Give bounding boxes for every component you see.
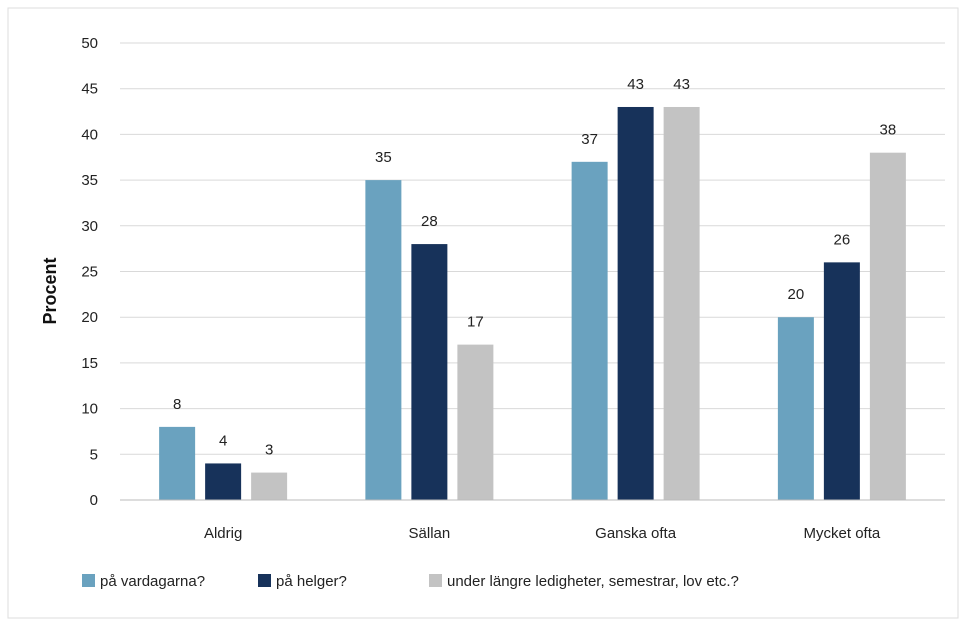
y-tick-label: 5 xyxy=(90,446,98,463)
category-label: Sällan xyxy=(409,525,451,542)
legend-swatch xyxy=(258,574,271,587)
data-label: 26 xyxy=(834,231,851,248)
y-axis-title: Procent xyxy=(40,257,60,324)
category-label: Mycket ofta xyxy=(804,525,881,542)
bar xyxy=(777,317,814,500)
chart-border xyxy=(7,7,959,619)
legend-label: på helger? xyxy=(276,573,347,590)
data-label: 43 xyxy=(627,76,644,93)
data-label: 35 xyxy=(375,149,392,166)
y-tick-label: 25 xyxy=(81,264,98,281)
bar xyxy=(251,472,288,500)
bar xyxy=(617,106,654,500)
bar xyxy=(663,106,700,500)
data-label: 28 xyxy=(421,213,438,230)
bars xyxy=(159,106,906,500)
y-tick-label: 15 xyxy=(81,355,98,372)
data-label: 20 xyxy=(788,286,805,303)
bar xyxy=(823,262,860,500)
y-tick-label: 35 xyxy=(81,172,98,189)
y-tick-label: 30 xyxy=(81,218,98,235)
data-label: 43 xyxy=(673,76,690,93)
bar xyxy=(869,152,906,500)
y-axis-ticks: 0 5 10 15 20 25 30 35 40 45 50 xyxy=(81,35,98,509)
category-label: Ganska ofta xyxy=(595,525,677,542)
data-label: 3 xyxy=(265,442,273,459)
legend-swatch xyxy=(429,574,442,587)
bar xyxy=(457,344,494,500)
y-tick-label: 10 xyxy=(81,401,98,418)
y-tick-label: 50 xyxy=(81,35,98,52)
bar xyxy=(365,180,402,500)
y-tick-label: 40 xyxy=(81,126,98,143)
bar xyxy=(571,161,608,500)
category-label: Aldrig xyxy=(204,525,242,542)
data-label: 17 xyxy=(467,314,484,331)
y-tick-label: 20 xyxy=(81,309,98,326)
category-labels: Aldrig Sällan Ganska ofta Mycket ofta xyxy=(204,525,881,542)
data-label: 37 xyxy=(581,131,598,148)
y-tick-label: 45 xyxy=(81,81,98,98)
bar xyxy=(205,463,242,500)
legend-label: under längre ledigheter, semestrar, lov … xyxy=(447,573,739,590)
legend: på vardagarna? på helger? under längre led… xyxy=(82,573,739,590)
legend-swatch xyxy=(82,574,95,587)
bar xyxy=(411,244,448,500)
data-label: 4 xyxy=(219,432,227,449)
data-label: 8 xyxy=(173,396,181,413)
y-tick-label: 0 xyxy=(90,492,98,509)
bar xyxy=(159,426,196,500)
data-label: 38 xyxy=(880,122,897,139)
legend-label: på vardagarna? xyxy=(100,573,205,590)
